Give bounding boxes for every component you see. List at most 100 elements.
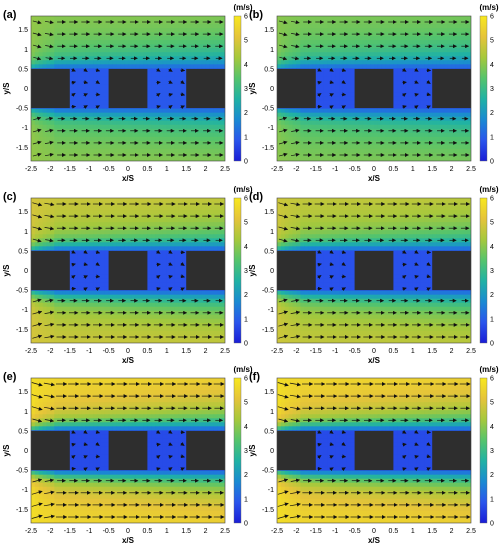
y-tick-label: -0.5	[16, 106, 28, 113]
y-tick-label: -0.5	[262, 288, 274, 295]
colorbar-tick-label: 6	[244, 196, 248, 203]
colorbar-unit-label: (m/s)	[479, 185, 498, 194]
x-axis-label: x/S	[368, 536, 381, 545]
y-tick-label: 0.5	[264, 248, 274, 255]
x-axis-label: x/S	[122, 536, 135, 545]
colorbar-tick-label: 6	[244, 14, 248, 21]
y-tick-label: 0.5	[264, 428, 274, 435]
x-tick-label: -1	[86, 528, 92, 535]
obstacle-block	[31, 431, 70, 470]
y-tick-label: -1.5	[262, 507, 274, 514]
x-axis-label: x/S	[368, 356, 381, 365]
x-tick-label: 1.5	[181, 528, 191, 535]
y-tick-label: 0.5	[18, 428, 28, 435]
y-tick-label: 1.5	[18, 27, 28, 34]
x-tick-label: -1.5	[64, 348, 76, 355]
colorbar-tick-label: 1	[490, 496, 494, 503]
x-tick-label: -2	[293, 528, 299, 535]
colorbar-unit-label: (m/s)	[479, 3, 498, 12]
y-tick-label: -0.5	[262, 106, 274, 113]
obstacle-block	[186, 69, 225, 108]
x-tick-label: 1	[411, 528, 415, 535]
x-tick-label: 2.5	[466, 528, 476, 535]
x-tick-label: -2	[293, 348, 299, 355]
y-tick-label: -1.5	[16, 145, 28, 152]
panel-label: (e)	[3, 371, 17, 383]
obstacle-block	[432, 251, 471, 290]
colorbar-tick-label: 2	[244, 110, 248, 117]
x-tick-label: 2	[204, 348, 208, 355]
y-tick-label: -1	[22, 307, 28, 314]
colorbar-tick-label: 1	[244, 316, 248, 323]
x-tick-label: -1	[332, 348, 338, 355]
colorbar-tick-label: 0	[490, 521, 494, 528]
x-tick-label: 0.5	[143, 528, 153, 535]
y-tick-label: -0.5	[16, 468, 28, 475]
x-tick-label: -2.5	[271, 528, 283, 535]
y-tick-label: 0	[24, 268, 28, 275]
velocity-field	[277, 198, 472, 344]
x-tick-label: 2.5	[220, 348, 230, 355]
y-axis-label: y/S	[2, 264, 11, 277]
x-tick-label: -1.5	[310, 166, 322, 173]
colorbar-tick-label: 0	[244, 159, 248, 166]
x-tick-label: -0.5	[349, 528, 361, 535]
y-tick-label: 1	[270, 409, 274, 416]
colorbar-tick-label: 4	[490, 424, 494, 431]
obstacle-block	[186, 251, 225, 290]
x-tick-label: -1	[86, 166, 92, 173]
y-tick-label: 1.5	[18, 389, 28, 396]
y-tick-label: 0	[270, 268, 274, 275]
y-axis-label: y/S	[248, 444, 257, 457]
x-tick-label: 1	[411, 348, 415, 355]
x-tick-label: -2.5	[25, 166, 37, 173]
x-axis-label: x/S	[122, 356, 135, 365]
y-axis-label: y/S	[248, 82, 257, 95]
y-tick-label: 1	[270, 47, 274, 54]
x-tick-label: -0.5	[349, 166, 361, 173]
y-tick-label: -0.5	[262, 468, 274, 475]
x-tick-label: -1.5	[64, 528, 76, 535]
y-axis-label: y/S	[2, 82, 11, 95]
y-tick-label: -1	[268, 125, 274, 132]
x-tick-label: 0.5	[143, 348, 153, 355]
y-tick-label: 1.5	[264, 209, 274, 216]
colorbar	[234, 16, 241, 161]
colorbar-tick-label: 6	[490, 196, 494, 203]
x-tick-label: 2.5	[220, 528, 230, 535]
colorbar-tick-label: 5	[490, 220, 494, 227]
y-tick-label: 1	[270, 229, 274, 236]
colorbar-tick-label: 5	[490, 38, 494, 45]
y-tick-label: -1	[22, 125, 28, 132]
colorbar-tick-label: 1	[244, 496, 248, 503]
y-tick-label: -1.5	[262, 145, 274, 152]
obstacle-block	[109, 431, 148, 470]
x-tick-label: 1.5	[427, 528, 437, 535]
y-tick-label: -1	[268, 307, 274, 314]
y-tick-label: 1.5	[264, 389, 274, 396]
y-tick-label: 1.5	[18, 209, 28, 216]
colorbar-tick-label: 6	[490, 14, 494, 21]
x-tick-label: -2	[47, 348, 53, 355]
x-tick-label: 2	[450, 528, 454, 535]
x-tick-label: 0	[372, 166, 376, 173]
colorbar-tick-label: 5	[244, 220, 248, 227]
obstacle-block	[355, 251, 394, 290]
y-tick-label: -1.5	[262, 327, 274, 334]
colorbar-tick-label: 5	[244, 400, 248, 407]
x-tick-label: -2.5	[25, 528, 37, 535]
x-tick-label: -1	[332, 166, 338, 173]
y-tick-label: -1	[268, 487, 274, 494]
x-tick-label: -0.5	[103, 348, 115, 355]
colorbar-tick-label: 4	[244, 424, 248, 431]
x-tick-label: -2.5	[25, 348, 37, 355]
y-tick-label: 1	[24, 47, 28, 54]
colorbar-tick-label: 4	[490, 62, 494, 69]
obstacle-block	[277, 431, 316, 470]
colorbar-tick-label: 0	[244, 341, 248, 348]
x-tick-label: 0	[372, 528, 376, 535]
